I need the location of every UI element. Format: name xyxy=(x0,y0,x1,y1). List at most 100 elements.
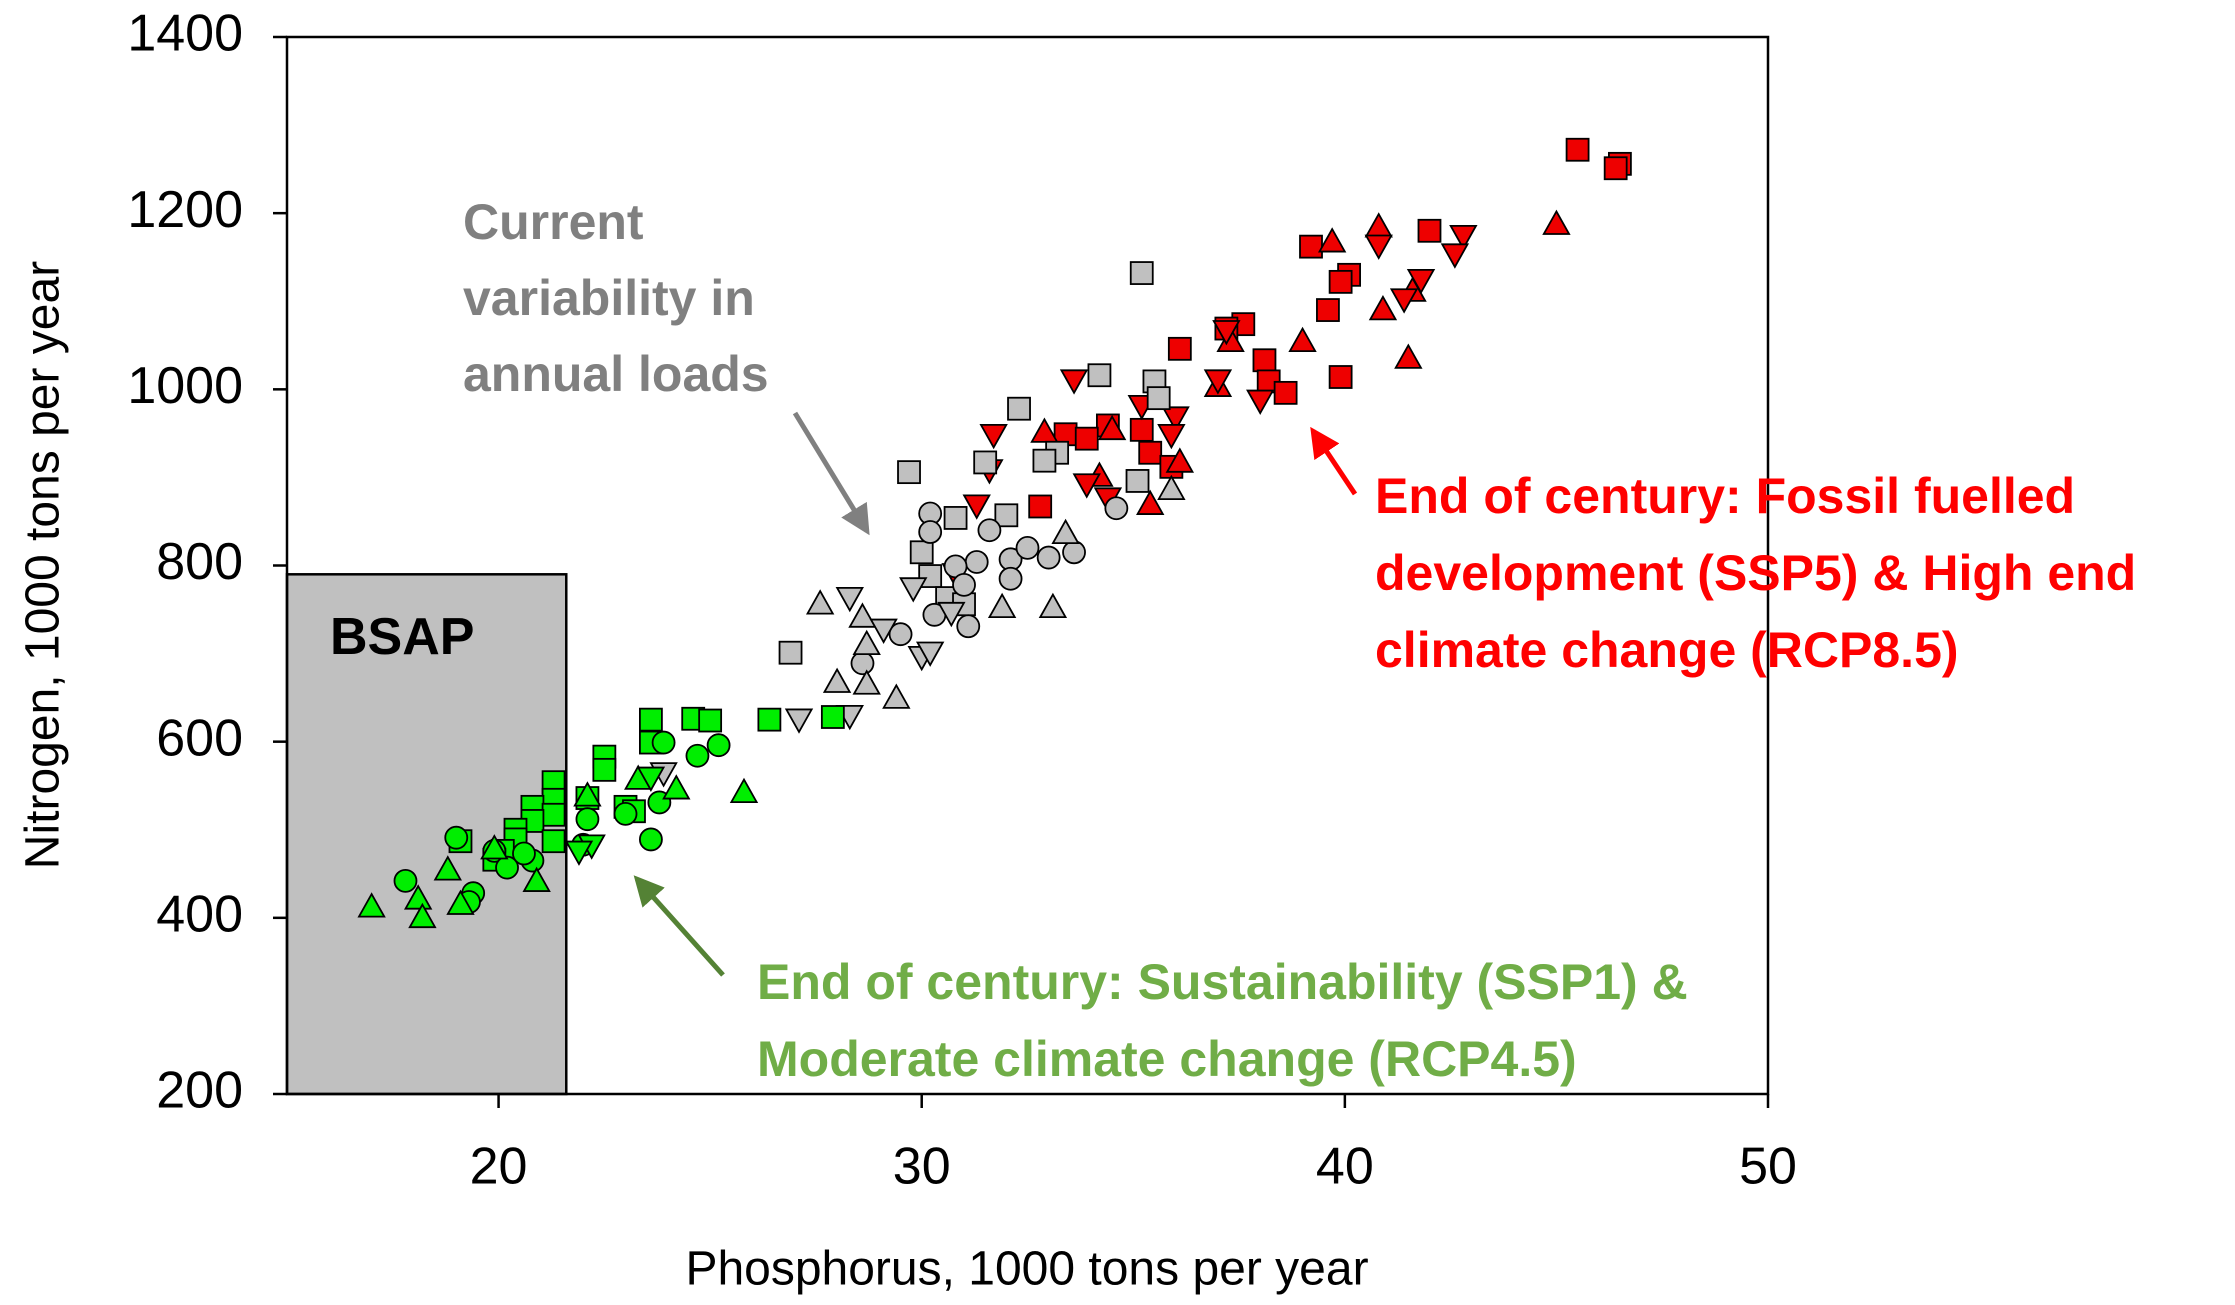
point xyxy=(1125,469,1150,493)
point xyxy=(1097,414,1127,441)
point xyxy=(943,506,968,530)
point xyxy=(1129,417,1154,442)
x-tick-label: 50 xyxy=(1739,1138,1797,1196)
y-tick-label: 200 xyxy=(156,1062,243,1120)
annotation-text: climate change (RCP8.5) xyxy=(1375,622,1959,678)
point xyxy=(1288,326,1317,353)
x-tick-label: 30 xyxy=(893,1138,951,1196)
point xyxy=(480,834,509,860)
point xyxy=(1364,212,1393,238)
annotation-arrow xyxy=(633,875,725,977)
point xyxy=(408,902,437,929)
point xyxy=(964,550,989,574)
point xyxy=(848,602,877,628)
ticks: 20 30 40 50 200 400 600 800 1000 1200 1400 xyxy=(127,5,1797,1196)
point xyxy=(639,827,663,852)
point xyxy=(522,866,551,892)
point xyxy=(1136,489,1165,515)
point xyxy=(592,757,617,782)
y-tick-label: 1400 xyxy=(127,5,243,63)
point xyxy=(1252,348,1277,373)
point xyxy=(1167,336,1192,361)
point xyxy=(1038,592,1068,619)
point xyxy=(403,884,433,910)
annotation-text: End of century: Fossil fuelled xyxy=(1375,468,2075,524)
point xyxy=(1028,494,1053,519)
point xyxy=(1299,234,1323,259)
point xyxy=(393,868,418,893)
point xyxy=(564,840,594,866)
point xyxy=(918,520,943,544)
annotation-arrow xyxy=(792,411,870,536)
x-axis-label: Phosphorus, 1000 tons per year xyxy=(685,1243,1368,1296)
y-tick-label: 600 xyxy=(156,709,243,767)
point xyxy=(909,540,934,565)
point xyxy=(1074,426,1099,451)
point xyxy=(1072,473,1101,499)
point xyxy=(1440,243,1470,269)
y-tick-label: 1200 xyxy=(127,181,243,239)
point xyxy=(1030,417,1059,443)
point xyxy=(1316,298,1340,322)
point xyxy=(994,503,1019,528)
point xyxy=(1542,209,1571,235)
point xyxy=(1157,474,1186,500)
y-tick-label: 1000 xyxy=(127,357,243,415)
point xyxy=(987,592,1017,619)
annotation-text: annual loads xyxy=(463,346,769,402)
y-tick-label: 800 xyxy=(156,533,243,591)
point xyxy=(1328,365,1353,389)
annotation-text: Current xyxy=(463,194,644,250)
point xyxy=(937,601,966,628)
point xyxy=(1364,234,1393,260)
point xyxy=(1015,535,1040,560)
point xyxy=(685,743,710,768)
point xyxy=(1368,295,1398,321)
annotation-text: development (SSP5) & High end xyxy=(1375,545,2136,601)
point xyxy=(541,829,566,854)
point xyxy=(1317,227,1347,253)
point xyxy=(952,572,976,597)
point xyxy=(433,855,462,881)
points xyxy=(357,137,1632,929)
point xyxy=(1104,496,1129,521)
point xyxy=(446,889,475,915)
point xyxy=(835,586,864,613)
point xyxy=(573,781,602,807)
x-tick-label: 40 xyxy=(1316,1138,1374,1196)
point xyxy=(1051,518,1080,545)
point xyxy=(852,629,881,656)
point xyxy=(962,494,991,520)
point xyxy=(1032,448,1057,473)
point xyxy=(1394,343,1423,369)
point xyxy=(575,807,600,832)
point xyxy=(541,802,566,827)
point xyxy=(1603,156,1628,181)
point xyxy=(899,577,928,603)
point xyxy=(778,640,803,665)
point xyxy=(757,707,782,732)
annotation-text: variability in xyxy=(463,270,755,326)
point xyxy=(1273,380,1298,405)
point xyxy=(706,733,731,758)
point xyxy=(973,450,998,475)
point xyxy=(1417,218,1442,243)
point xyxy=(1246,389,1275,415)
point xyxy=(1036,545,1061,570)
point xyxy=(869,618,898,644)
point xyxy=(1203,369,1233,395)
point xyxy=(1157,424,1186,450)
point xyxy=(822,667,852,693)
point xyxy=(662,774,691,800)
point xyxy=(1059,369,1089,395)
point xyxy=(613,801,638,826)
point xyxy=(495,855,519,880)
point xyxy=(698,708,723,733)
annotation-text: End of century: Sustainability (SSP1) & xyxy=(757,954,1688,1010)
y-tick-label: 400 xyxy=(156,886,243,944)
point xyxy=(850,651,875,676)
point xyxy=(888,622,913,647)
point xyxy=(805,589,835,615)
